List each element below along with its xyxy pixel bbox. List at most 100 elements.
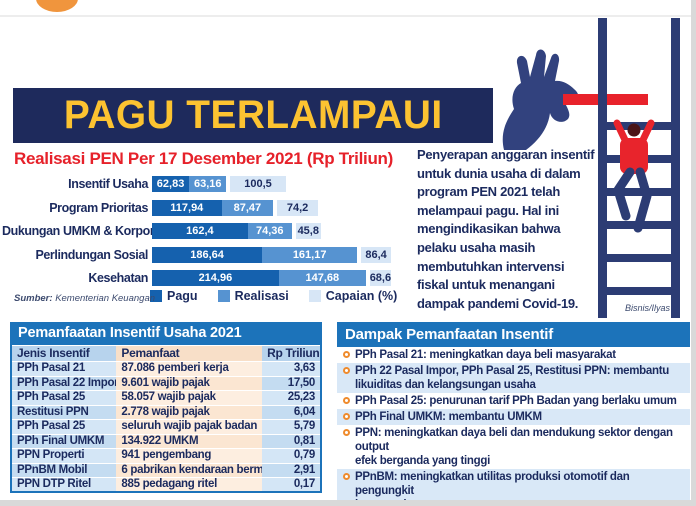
bar-segment-realisasi: 74,36 (247, 223, 292, 239)
impact-item: PPh Pasal 25: penurunan tarif PPh Badan … (337, 393, 690, 409)
bar-segment-capaian-: 74,2 (277, 199, 318, 216)
table-cell: 9.601 wajib pajak (116, 375, 263, 391)
page-edge-bottom (0, 500, 696, 506)
impact-text: PPN: meningkatkan daya beli dan mendukun… (355, 427, 673, 467)
table-row: PPh Pasal 21 87.086 pemberi kerja 3,63 (11, 361, 321, 376)
impact-text: PPh Pasal 25: penurunan tarif PPh Badan … (355, 395, 677, 407)
bullet-icon (343, 367, 350, 374)
chart-category-label: Dukungan UMKM & Korporasi (2, 224, 171, 238)
table-cell: PPh Final UMKM (11, 433, 117, 449)
ladder-rung (602, 287, 676, 295)
table-row: PPh Final UMKM 134.922 UMKM 0,81 (11, 433, 321, 449)
source-name: Kementerian Keuangan (55, 293, 156, 304)
climber-icon (613, 119, 655, 233)
table-cell: PPN Properti (11, 448, 117, 463)
bar-segment-realisasi: 161,17 (262, 246, 358, 263)
chart-row: Program Prioritas 117,94 87,47 74,2 (2, 199, 422, 216)
table-cell: Restitusi PPN (11, 404, 117, 420)
table-cell: seluruh wajib pajak badan (116, 419, 263, 434)
table-cell: 0,17 (262, 477, 321, 492)
bar-segment-pagu: 214,96 (152, 270, 279, 286)
legend-item: Pagu (150, 289, 198, 303)
page-edge-right (691, 0, 696, 506)
table-cell: 5,79 (262, 419, 321, 434)
table-row: PPh Pasal 22 Impor 9.601 wajib pajak 17,50 (11, 375, 321, 391)
bar-segment-capaian-: 86,4 (361, 246, 391, 263)
left-panel: Pemanfaatan Insentif Usaha 2021 Jenis In… (10, 322, 322, 493)
table-cell: 0,79 (262, 448, 321, 463)
bullet-icon (343, 429, 350, 436)
bar-segment-realisasi: 63,16 (189, 176, 227, 192)
source-note: Sumber: Kementerian Keuangan (14, 293, 155, 304)
table-row: Restitusi PPN 2.778 wajib pajak 6,04 (11, 404, 321, 420)
table-cell: 0,81 (262, 433, 321, 449)
table-cell: PPnBM Mobil (11, 462, 117, 478)
table-cell: 6 pabrikan kendaraan bermotor (116, 462, 263, 478)
left-panel-title: Pemanfaatan Insentif Usaha 2021 (10, 322, 322, 345)
legend-swatch (217, 290, 230, 302)
legend-label: Pagu (167, 289, 198, 303)
bullet-icon (343, 351, 350, 358)
bullet-icon (343, 413, 350, 420)
column-header: Jenis Insentif (11, 345, 117, 362)
table-row: PPh Pasal 25 seluruh wajib pajak badan 5,7… (11, 419, 321, 434)
ladder-right-rail (671, 18, 680, 318)
table-cell: PPh Pasal 25 (11, 419, 117, 434)
legend-swatch (150, 290, 162, 302)
bar-segment-pagu: 162,4 (152, 223, 248, 239)
impact-item: PPh 22 Pasal Impor, PPh Pasal 25, Restit… (337, 363, 690, 393)
ladder-rung (602, 254, 676, 262)
chart-row: Insentif Usaha 62,83 63,16 100,5 (2, 176, 422, 192)
hand-icon (502, 49, 579, 150)
chart-legend: Pagu Realisasi Capaian (%) (150, 289, 397, 303)
incentive-table: Jenis Insentif Pemanfaat Rp Triliun PPh Pa… (10, 345, 322, 493)
table-cell: 87.086 pemberi kerja (116, 361, 263, 376)
bar-segment-capaian-: 45,8 (295, 223, 321, 239)
table-cell: PPh Pasal 22 Impor (11, 375, 117, 391)
chart-bars: 117,94 87,47 74,2 (152, 199, 318, 216)
impact-item: PPh Pasal 21: meningkatkan daya beli mas… (337, 347, 690, 363)
bar-segment-realisasi: 147,68 (278, 270, 366, 286)
table-cell: 25,23 (262, 390, 321, 405)
impact-text: PPh Final UMKM: membantu UMKM (355, 411, 542, 423)
bar-segment-capaian-: 68,6 (369, 270, 392, 286)
table-cell: 885 pedagang ritel (116, 477, 263, 492)
chart-bars: 214,96 147,68 68,6 (152, 270, 391, 286)
chart-category-label: Kesehatan (88, 271, 148, 285)
table-row: PPh Pasal 25 58.057 wajib pajak 25,23 (11, 390, 321, 405)
impact-item: PPh Final UMKM: membantu UMKM (337, 409, 690, 425)
table-cell: 134.922 UMKM (116, 433, 263, 449)
bar-segment-capaian-: 100,5 (230, 176, 286, 192)
table-cell: PPh Pasal 25 (11, 390, 117, 405)
bar-segment-pagu: 117,94 (152, 199, 222, 216)
legend-label: Capaian (%) (325, 289, 398, 303)
table-cell: PPN DTP Ritel (11, 477, 117, 492)
table-row: PPN Properti 941 pengembang 0,79 (11, 448, 321, 463)
impact-list: PPh Pasal 21: meningkatkan daya beli mas… (337, 347, 690, 506)
source-label: Sumber: (14, 293, 53, 304)
table-cell: 3,63 (262, 361, 321, 376)
impact-item: PPN: meningkatkan daya beli dan mendukun… (337, 425, 690, 469)
chart-category-label: Perlindungan Sosial (35, 247, 148, 262)
chart-category-label: Program Prioritas (49, 200, 148, 215)
ladder-left-rail (598, 18, 607, 318)
table-header-row: Jenis Insentif Pemanfaat Rp Triliun (11, 345, 321, 362)
chart-category-label: Insentif Usaha (68, 177, 148, 191)
legend-swatch (308, 290, 321, 302)
column-header: Pemanfaat (116, 345, 263, 362)
legend-item: Capaian (%) (308, 289, 398, 303)
bar-chart: Insentif Usaha 62,83 63,16 100,5 Program Pri… (2, 176, 422, 294)
table-cell: 58.057 wajib pajak (116, 390, 263, 405)
right-panel-title: Dampak Pemanfaatan Insentif (337, 322, 690, 347)
table-row: PPN DTP Ritel 885 pedagang ritel 0,17 (11, 477, 321, 492)
ladder-rung (602, 188, 676, 196)
main-title: PAGU TERLAMPAUI (63, 93, 443, 137)
legend-label: Realisasi (234, 289, 289, 303)
chart-row: Perlindungan Sosial 186,64 161,17 86,4 (2, 246, 422, 263)
incentive-table-head: Jenis Insentif Pemanfaat Rp Triliun (11, 345, 321, 362)
bar-segment-realisasi: 87,47 (221, 199, 274, 216)
impact-text: PPh Pasal 21: meningkatkan daya beli mas… (355, 349, 616, 361)
chart-row: Kesehatan 214,96 147,68 68,6 (2, 270, 422, 286)
table-cell: 2.778 wajib pajak (116, 404, 263, 420)
